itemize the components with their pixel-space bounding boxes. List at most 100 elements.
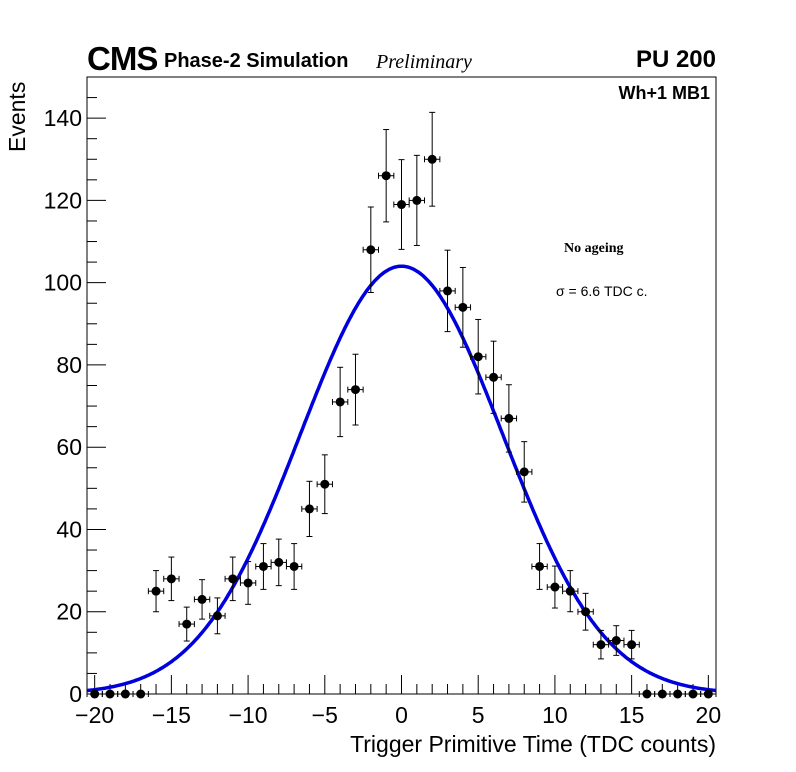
y-tick-label: 120 bbox=[44, 187, 82, 213]
data-marker bbox=[320, 479, 330, 489]
data-marker bbox=[274, 557, 284, 567]
x-tick-label: −5 bbox=[312, 702, 338, 728]
data-point bbox=[439, 249, 456, 333]
data-marker bbox=[519, 467, 529, 477]
data-point bbox=[546, 565, 564, 609]
data-point bbox=[608, 625, 625, 656]
data-marker bbox=[596, 640, 606, 650]
data-marker bbox=[565, 586, 575, 596]
y-axis: 0 20 40 60 80 100 120 140 bbox=[44, 76, 106, 707]
y-tick-label: 40 bbox=[56, 516, 82, 542]
data-point bbox=[331, 366, 349, 438]
data-point bbox=[516, 441, 533, 503]
data-point bbox=[377, 129, 395, 223]
data-marker bbox=[657, 689, 667, 699]
status-label: Preliminary bbox=[376, 51, 472, 73]
data-marker bbox=[489, 372, 499, 382]
data-marker bbox=[535, 561, 545, 571]
data-marker bbox=[212, 611, 222, 621]
pileup-label: PU 200 bbox=[635, 46, 716, 73]
data-marker bbox=[611, 636, 621, 646]
x-axis: −20 −15 −10 −5 0 5 10 15 20 bbox=[75, 675, 721, 728]
x-tick-label: 15 bbox=[619, 702, 645, 728]
data-point bbox=[301, 480, 318, 537]
data-point bbox=[623, 629, 640, 660]
data-point bbox=[209, 597, 226, 635]
x-tick-label: −20 bbox=[75, 702, 114, 728]
data-marker bbox=[427, 154, 437, 164]
data-marker bbox=[397, 200, 406, 210]
data-point bbox=[638, 689, 656, 699]
data-marker bbox=[166, 574, 176, 584]
data-point bbox=[193, 579, 211, 620]
data-marker bbox=[243, 578, 253, 588]
y-tick-label: 60 bbox=[56, 434, 82, 460]
data-point bbox=[485, 340, 502, 414]
data-marker bbox=[304, 504, 314, 514]
data-marker bbox=[550, 582, 560, 592]
data-marker bbox=[136, 689, 146, 699]
experiment-label: CMS bbox=[87, 40, 158, 77]
data-marker bbox=[412, 195, 422, 205]
data-marker bbox=[350, 385, 360, 395]
gaussian-fit-curve bbox=[86, 264, 717, 693]
data-marker bbox=[335, 397, 345, 407]
y-tick-label: 80 bbox=[56, 352, 82, 378]
region-label: Wh+1 MB1 bbox=[618, 83, 710, 103]
data-marker bbox=[228, 574, 238, 584]
data-point bbox=[500, 384, 518, 453]
x-tick-label: −15 bbox=[152, 702, 191, 728]
data-marker bbox=[473, 352, 483, 362]
data-marker bbox=[105, 689, 115, 699]
data-point bbox=[577, 592, 594, 631]
data-marker bbox=[443, 286, 453, 296]
data-point bbox=[239, 561, 257, 605]
subtitle-label: Phase-2 Simulation bbox=[164, 50, 349, 72]
data-point bbox=[255, 543, 272, 590]
data-point bbox=[454, 266, 472, 348]
data-point bbox=[700, 689, 717, 699]
data-marker bbox=[688, 689, 698, 699]
data-marker bbox=[381, 171, 391, 181]
x-axis-title: Trigger Primitive Time (TDC counts) bbox=[350, 731, 716, 757]
data-point bbox=[393, 159, 410, 250]
data-point bbox=[316, 454, 333, 515]
data-point bbox=[424, 111, 441, 207]
data-point bbox=[178, 606, 195, 642]
data-marker bbox=[366, 245, 376, 255]
data-marker bbox=[197, 594, 207, 604]
x-tick-label: 0 bbox=[395, 702, 408, 728]
data-point bbox=[669, 689, 686, 699]
data-marker bbox=[120, 689, 130, 699]
data-point bbox=[470, 318, 487, 395]
data-marker bbox=[673, 689, 683, 699]
condition-label: No ageing bbox=[564, 241, 624, 256]
x-tick-label: 10 bbox=[542, 702, 568, 728]
data-marker bbox=[458, 302, 468, 312]
data-point bbox=[270, 538, 287, 587]
data-marker bbox=[627, 640, 637, 650]
data-point bbox=[592, 629, 610, 660]
data-point bbox=[117, 689, 134, 699]
data-marker bbox=[182, 619, 192, 629]
data-points bbox=[86, 111, 717, 699]
x-tick-label: 20 bbox=[696, 702, 722, 728]
data-point bbox=[531, 543, 548, 590]
data-marker bbox=[289, 561, 299, 571]
data-marker bbox=[642, 689, 652, 699]
y-tick-label: 20 bbox=[56, 599, 82, 625]
resolution-label: σ = 6.6 TDC c. bbox=[556, 283, 648, 299]
data-marker bbox=[90, 689, 100, 699]
y-axis-title: Events bbox=[4, 81, 30, 152]
data-point bbox=[408, 154, 426, 246]
data-point bbox=[654, 689, 671, 699]
data-marker bbox=[581, 607, 591, 617]
data-point bbox=[285, 543, 303, 590]
x-tick-label: −10 bbox=[229, 702, 268, 728]
data-point bbox=[684, 689, 702, 699]
data-point bbox=[562, 570, 579, 613]
x-tick-label: 5 bbox=[472, 702, 485, 728]
data-point bbox=[132, 689, 149, 699]
data-point bbox=[347, 353, 364, 426]
